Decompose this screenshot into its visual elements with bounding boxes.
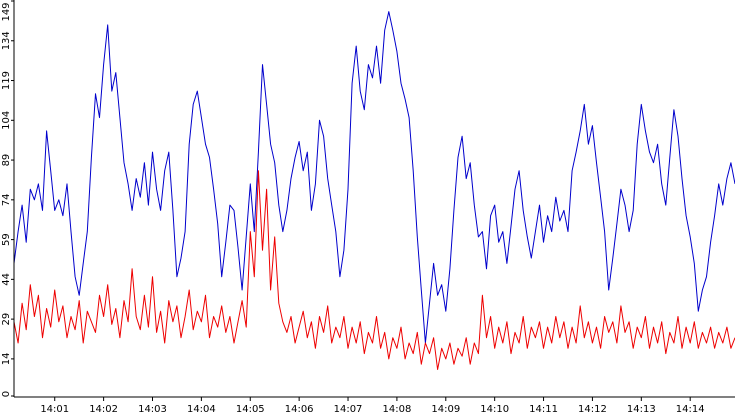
x-tick-label: 14:05	[236, 404, 265, 415]
x-tick-label: 14:13	[627, 404, 656, 415]
series-layer	[13, 11, 735, 370]
x-tick-label: 14:11	[529, 404, 558, 415]
y-tick-label: 89	[1, 154, 12, 167]
x-tick-label: 14:10	[480, 404, 509, 415]
y-tick-label: 119	[1, 71, 12, 90]
x-tick-label: 14:02	[89, 404, 118, 415]
x-tick-label: 14:14	[676, 404, 705, 415]
series-line-1	[13, 11, 735, 344]
x-tick-label: 14:01	[40, 404, 69, 415]
series-line-2	[13, 170, 735, 370]
y-tick-label: 59	[1, 233, 12, 246]
y-tick-label: 0	[1, 391, 12, 397]
x-tick-label: 14:08	[382, 404, 411, 415]
y-tick-label: 74	[1, 193, 12, 206]
y-tick-label: 149	[1, 2, 12, 21]
y-tick-label: 14	[1, 353, 12, 366]
x-axis-ticks: 14:01 14:02 14:03 14:04 14:05 14:06 14:07 14:08…	[40, 397, 705, 415]
y-tick-label: 134	[1, 31, 12, 50]
y-axis-ticks: 0 14 29 44 59 74 89 104 119 134 149	[1, 0, 14, 397]
y-tick-label: 44	[1, 273, 12, 286]
y-tick-label: 29	[1, 313, 12, 326]
x-tick-label: 14:06	[285, 404, 314, 415]
x-tick-label: 14:09	[431, 404, 460, 415]
y-tick-label: 104	[1, 111, 12, 130]
axes-layer	[13, 0, 735, 398]
x-tick-label: 14:12	[578, 404, 607, 415]
x-tick-label: 14:07	[334, 404, 363, 415]
x-tick-label: 14:03	[138, 404, 167, 415]
x-tick-label: 14:04	[187, 404, 216, 415]
